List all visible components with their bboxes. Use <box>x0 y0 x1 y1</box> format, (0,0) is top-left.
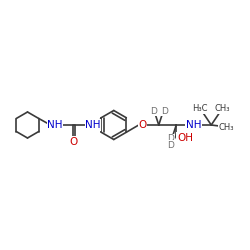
Text: H₃C: H₃C <box>192 104 208 113</box>
Text: OH: OH <box>177 133 193 143</box>
Text: NH: NH <box>47 120 63 130</box>
Text: D: D <box>150 107 157 116</box>
Text: D: D <box>167 134 174 143</box>
Text: O: O <box>138 120 146 130</box>
Text: NH: NH <box>186 120 202 130</box>
Text: D: D <box>161 107 168 116</box>
Text: NH: NH <box>85 120 101 130</box>
Text: D: D <box>167 140 174 149</box>
Text: O: O <box>70 137 78 147</box>
Text: CH₃: CH₃ <box>218 122 234 132</box>
Text: CH₃: CH₃ <box>215 104 230 113</box>
